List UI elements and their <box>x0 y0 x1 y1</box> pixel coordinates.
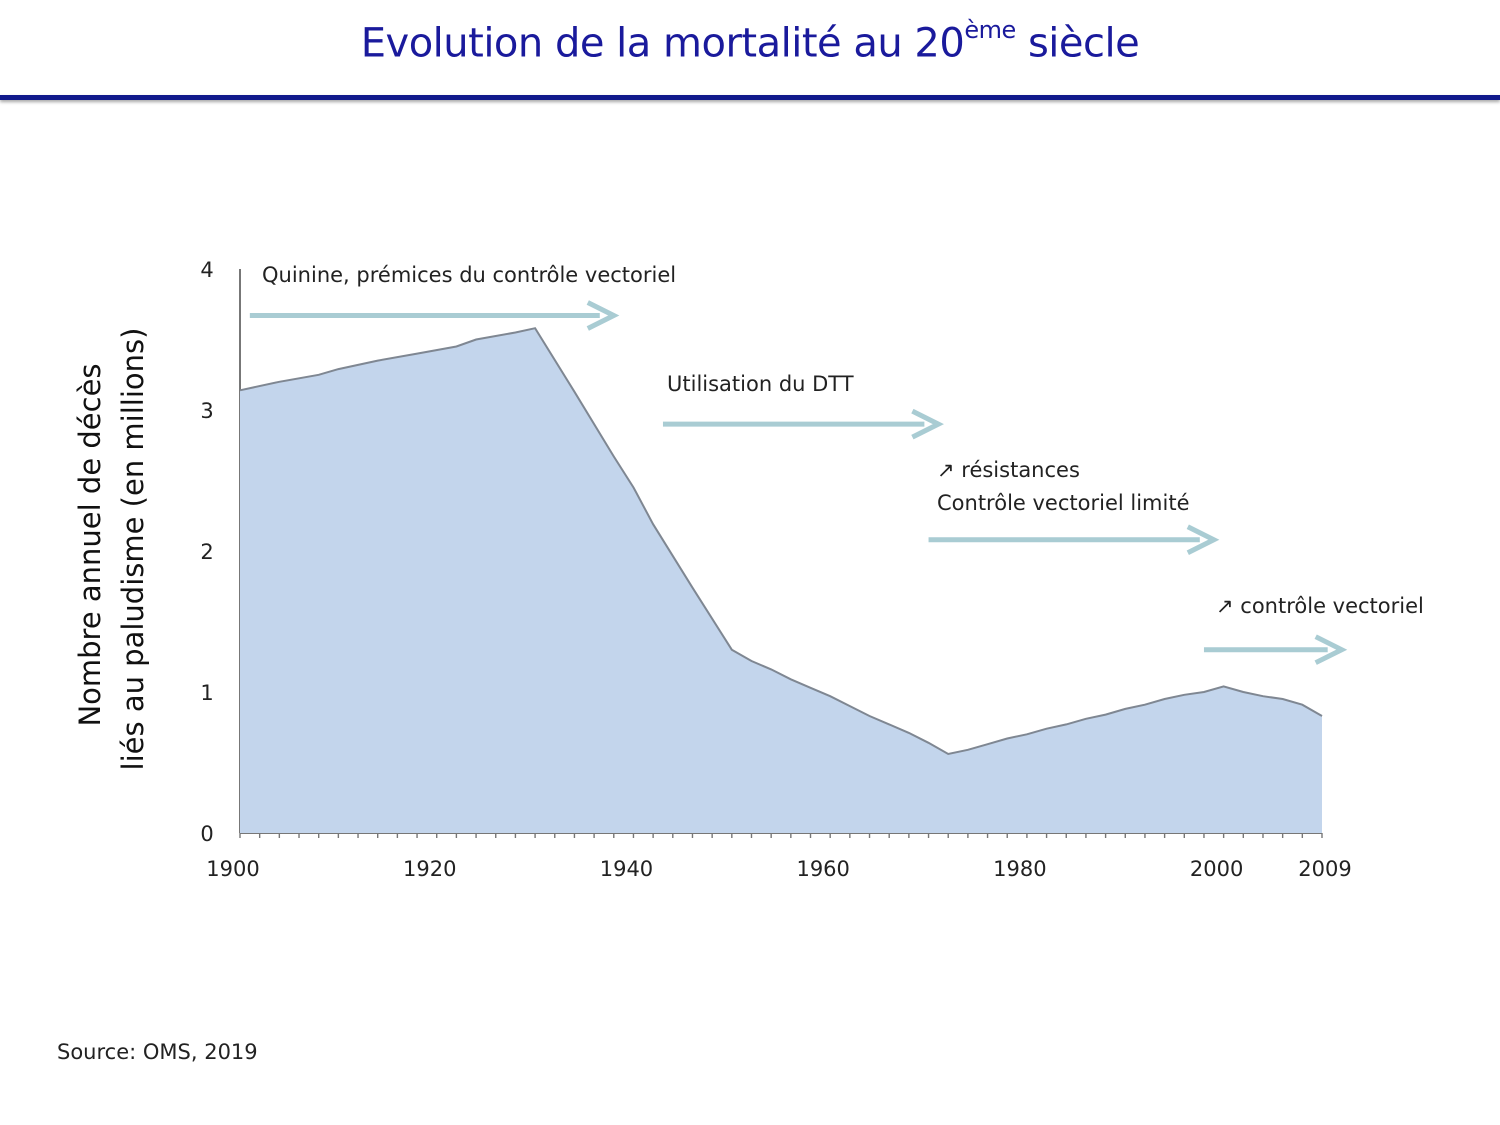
x-tick-label: 1900 <box>206 857 259 881</box>
annotation-arrow-head <box>1314 634 1348 665</box>
area-fill <box>240 328 1322 833</box>
annotation-arrow-head <box>586 300 620 331</box>
source-note: Source: OMS, 2019 <box>57 1040 258 1064</box>
slide-title: Evolution de la mortalité au 20ème siècl… <box>0 16 1500 67</box>
y-tick-label: 2 <box>200 540 213 564</box>
annotation-text: Contrôle vectoriel limité <box>937 491 1190 515</box>
x-tick-label: 1920 <box>403 857 456 881</box>
y-axis-title: Nombre annuel de décès liés au paludisme… <box>73 328 150 771</box>
annotation-arrow-head <box>911 408 944 440</box>
y-tick-label: 0 <box>200 822 213 846</box>
title-main: Evolution de la mortalité au 20 <box>360 20 965 67</box>
x-tick-label: 1980 <box>993 857 1046 881</box>
annotations: Quinine, prémices du contrôle vectoriel U… <box>249 263 1424 665</box>
y-tick-label: 3 <box>200 399 213 423</box>
x-tick-label: 1940 <box>600 857 653 881</box>
y-axis-title-line2: liés au paludisme (en millions) <box>116 328 150 771</box>
plot-area <box>239 327 1323 833</box>
annotation-text: Quinine, prémices du contrôle vectoriel <box>262 263 676 287</box>
x-tick-label: 1960 <box>796 857 849 881</box>
title-rule <box>0 95 1500 100</box>
y-axis-title-line1: Nombre annuel de décès <box>73 363 107 726</box>
y-tick-label: 1 <box>200 681 213 705</box>
annotation-text: Utilisation du DTT <box>667 372 854 396</box>
title-end: siècle <box>1015 20 1140 67</box>
y-tick-label: 4 <box>200 258 213 282</box>
annotation-text: ↗ résistances <box>937 458 1080 482</box>
x-tick-label: 2009 <box>1298 857 1351 881</box>
x-tick-label: 2000 <box>1190 857 1243 881</box>
annotation-arrow-head <box>1186 524 1220 555</box>
title-superscript: ème <box>964 16 1016 44</box>
area-outline <box>239 327 1323 756</box>
annotation-text: ↗ contrôle vectoriel <box>1216 594 1424 618</box>
